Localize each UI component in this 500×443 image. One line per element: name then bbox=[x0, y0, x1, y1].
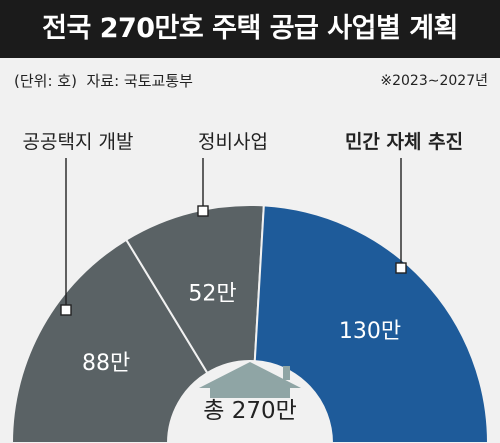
segment-public-land bbox=[10, 238, 209, 443]
chart-title: 전국 270만호 주택 공급 사업별 계획 bbox=[0, 0, 500, 58]
category-label-redevelopment: 정비사업 bbox=[198, 131, 268, 153]
house-icon bbox=[199, 362, 301, 398]
chimney-icon bbox=[283, 366, 290, 380]
callout-marker-private bbox=[395, 262, 407, 274]
value-label-redevelopment: 52만 bbox=[188, 282, 236, 307]
category-label-public-land: 공공택지 개발 bbox=[23, 131, 134, 153]
total-label: 총 270만 bbox=[203, 398, 297, 424]
callout-marker-public-land bbox=[60, 304, 72, 316]
segment-private bbox=[253, 204, 490, 443]
meta-left: (단위: 호) 자료: 국토교통부 bbox=[14, 70, 193, 91]
period-note: ※2023∼2027년 bbox=[380, 73, 488, 89]
value-label-private: 130만 bbox=[339, 319, 401, 344]
category-label-private: 민간 자체 추진 bbox=[345, 131, 463, 153]
segment-redevelopment bbox=[124, 204, 265, 375]
unit-note: (단위: 호) bbox=[14, 72, 77, 90]
value-label-public-land: 88만 bbox=[82, 351, 130, 376]
callout-marker-redevelopment bbox=[197, 205, 209, 217]
source-note: 자료: 국토교통부 bbox=[86, 72, 193, 90]
